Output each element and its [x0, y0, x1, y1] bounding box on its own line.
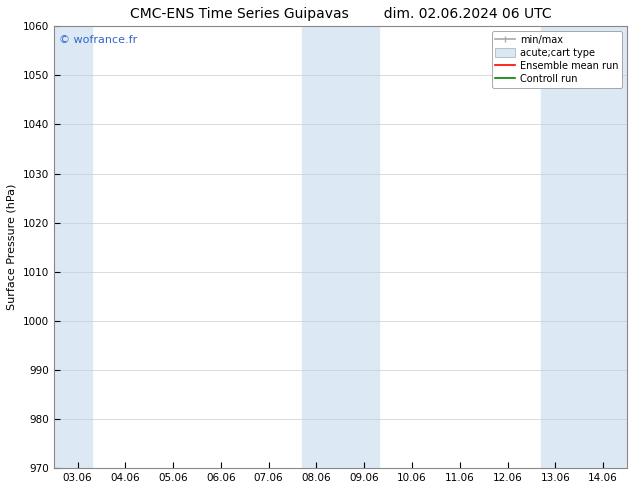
Title: CMC-ENS Time Series Guipavas        dim. 02.06.2024 06 UTC: CMC-ENS Time Series Guipavas dim. 02.06.…: [129, 7, 551, 21]
Bar: [541, 26, 627, 468]
Text: © wofrance.fr: © wofrance.fr: [60, 35, 138, 45]
Y-axis label: Surface Pressure (hPa): Surface Pressure (hPa): [7, 184, 17, 311]
Bar: [54, 26, 92, 468]
Legend: min/max, acute;cart type, Ensemble mean run, Controll run: min/max, acute;cart type, Ensemble mean …: [491, 31, 622, 88]
Bar: [302, 26, 378, 468]
